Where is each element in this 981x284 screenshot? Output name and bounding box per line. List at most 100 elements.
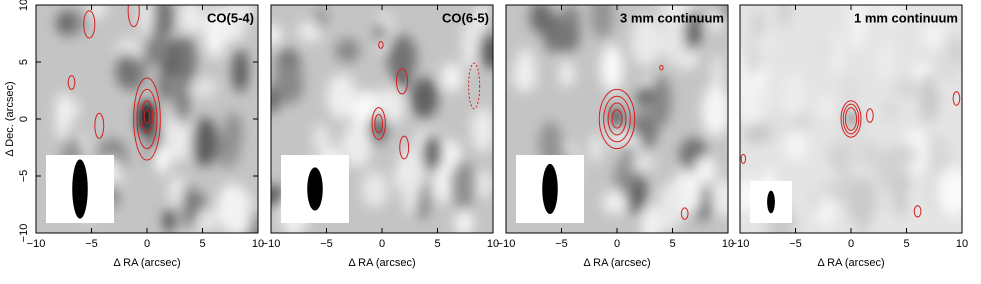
noise-blob: [701, 84, 728, 137]
noise-blob: [143, 36, 170, 66]
panel: 1 mm continuum −10 −5 0 5 10 Δ RA (arcsec): [731, 4, 968, 269]
x-tick-label: −5: [789, 238, 802, 250]
x-axis-label: Δ RA (arcsec): [113, 257, 180, 269]
contour: [607, 102, 627, 136]
noise-blob: [600, 44, 624, 92]
noise-blob: [841, 75, 857, 112]
contour: [842, 103, 860, 135]
beam: [307, 167, 323, 211]
contour: [866, 108, 874, 123]
y-tick-label: −5: [18, 170, 30, 183]
noise-blob: [759, 82, 773, 112]
noise-blob: [635, 124, 657, 145]
noise-blob: [826, 142, 852, 176]
noise-blob: [589, 133, 603, 163]
noise-blob: [226, 187, 253, 233]
x-tick-label: 0: [614, 238, 620, 250]
noise-blob: [191, 117, 219, 167]
panel: CO(5-4) −10 −5 0 5 10 Δ RA (arcsec) −10 −5 0 5 10 Δ …: [4, 0, 264, 269]
panel: CO(6-5) −10 −5 0 5 10 Δ RA (arcsec): [262, 4, 499, 269]
x-tick-label: 10: [956, 238, 968, 250]
y-tick-label: −10: [18, 224, 30, 243]
noise-blob: [455, 209, 473, 233]
noise-blob: [204, 8, 227, 58]
noise-blob: [178, 5, 204, 35]
noise-blob: [923, 19, 945, 51]
panel-title: CO(6-5): [442, 10, 489, 25]
noise-blob: [163, 112, 195, 162]
x-tick-label: 5: [669, 238, 675, 250]
contour: [140, 100, 154, 134]
noise-blob: [374, 21, 388, 45]
noise-blob: [538, 121, 563, 166]
noise-blob: [787, 126, 807, 164]
map-image: [36, 5, 258, 233]
beam: [542, 163, 558, 215]
noise-blob: [450, 160, 477, 210]
contour: [371, 107, 386, 141]
noise-blob: [781, 71, 806, 119]
noise-blob: [116, 52, 136, 87]
map-image: [506, 5, 728, 233]
noise-blob: [529, 5, 552, 34]
noise-blob: [621, 142, 636, 169]
panel: 3 mm continuum −10 −5 0 5 10 Δ RA (arcsec): [497, 4, 734, 269]
noise-blob: [314, 6, 328, 30]
noise-blob: [745, 44, 761, 77]
noise-blob: [147, 5, 175, 39]
y-tick-label: 5: [18, 59, 30, 65]
x-tick-label: 0: [848, 238, 854, 250]
noise-blob: [868, 5, 888, 38]
noise-blob: [402, 165, 420, 215]
noise-blob: [375, 86, 405, 126]
contour: [952, 91, 961, 106]
noise-blob: [196, 207, 219, 233]
noise-blob: [876, 39, 894, 83]
noise-blob: [630, 14, 662, 67]
noise-blob: [888, 143, 917, 166]
contour: [83, 10, 96, 39]
beam: [72, 159, 88, 219]
noise-blob: [216, 19, 246, 42]
contour: [374, 113, 384, 134]
noise: [512, 5, 728, 233]
x-tick-label: 0: [379, 238, 385, 250]
contour: [133, 77, 161, 161]
noise-blob: [684, 9, 702, 52]
contour: [740, 153, 747, 164]
noise-blob: [168, 175, 186, 208]
panel-title: 3 mm continuum: [620, 10, 724, 25]
noise-blob: [820, 36, 833, 64]
noise-blob: [552, 22, 581, 53]
y-tick-label: 10: [18, 0, 30, 11]
contour: [598, 88, 636, 150]
beam: [767, 190, 775, 214]
x-tick-label: 5: [434, 238, 440, 250]
noise-blob: [471, 107, 493, 153]
noise-blob: [740, 85, 764, 127]
noise-blob: [326, 73, 357, 120]
noise-blob: [590, 5, 614, 39]
contour: [611, 109, 623, 129]
noise-blob: [441, 62, 463, 93]
map-image: [271, 5, 493, 233]
noise-blob: [924, 134, 951, 182]
noise-blob: [756, 33, 774, 55]
contour: [136, 88, 158, 150]
noise-blob: [297, 21, 323, 42]
noise-blob: [614, 160, 637, 193]
x-axis-label: Δ RA (arcsec): [817, 257, 884, 269]
contour: [913, 205, 922, 218]
noise-blob: [56, 91, 69, 142]
noise-blob: [225, 5, 256, 23]
noise: [740, 5, 962, 233]
x-tick-label: −5: [555, 238, 568, 250]
contour: [468, 62, 481, 110]
x-tick-label: 10: [252, 238, 264, 250]
noise-blob: [951, 37, 962, 65]
x-tick-label: 5: [199, 238, 205, 250]
contour: [67, 75, 76, 90]
contour: [143, 109, 151, 125]
noise-blob: [312, 123, 330, 152]
noise-blob: [809, 189, 822, 211]
